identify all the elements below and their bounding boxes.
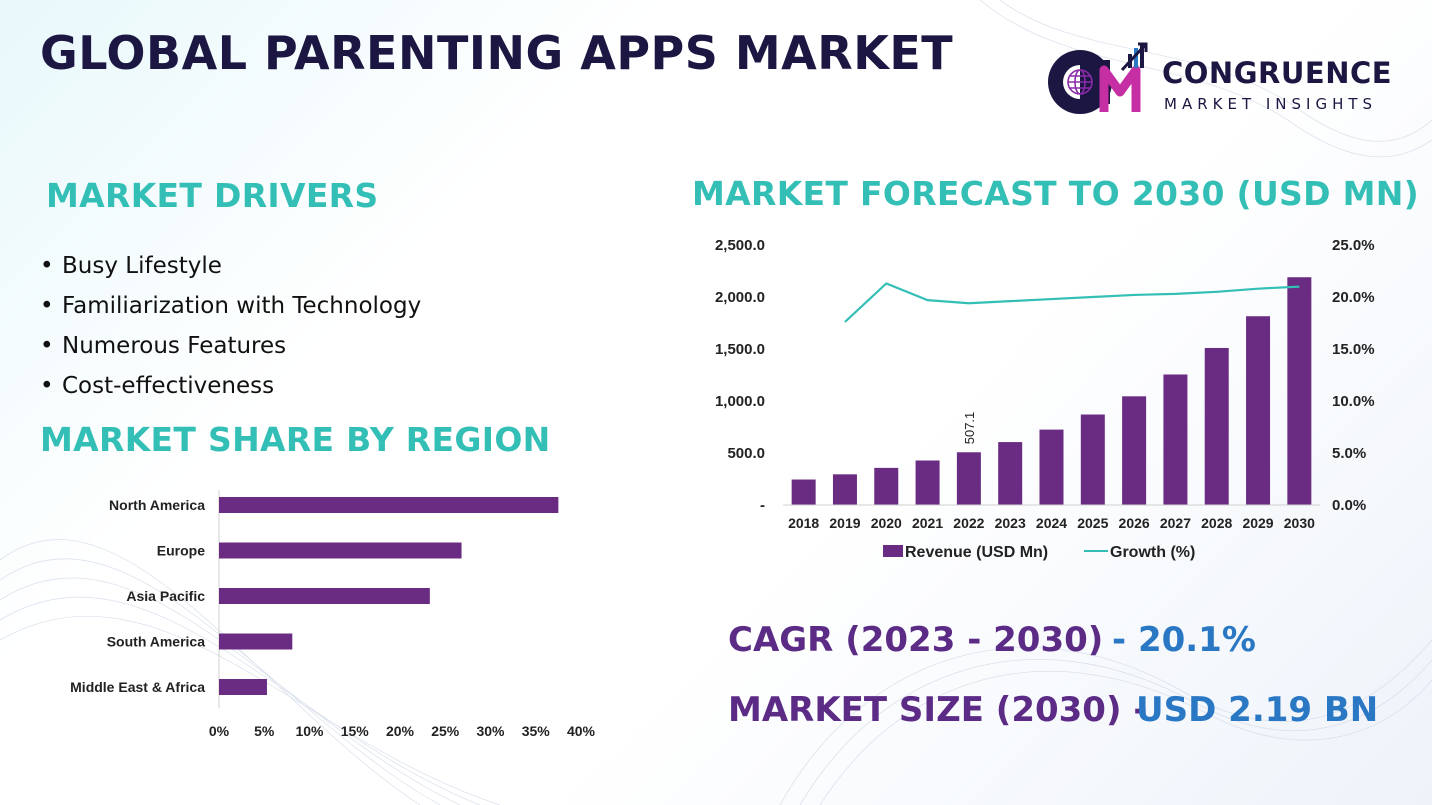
region-category-label: Asia Pacific — [126, 588, 205, 604]
forecast-heading: MARKET FORECAST TO 2030 (USD MN) — [692, 174, 1420, 213]
x-tick-label: 2027 — [1160, 515, 1191, 531]
region-category-label: North America — [109, 497, 205, 513]
revenue-bar — [832, 474, 857, 505]
drivers-list: • Busy Lifestyle • Familiarization with Te… — [40, 250, 421, 410]
revenue-bar — [1080, 414, 1105, 505]
market-size-label: MARKET SIZE (2030) - — [728, 690, 1148, 730]
y-right-tick-label: 15.0% — [1332, 341, 1375, 358]
region-share-chart: North America Europe Asia Pacific South Ame… — [70, 490, 596, 739]
region-bar — [219, 633, 293, 650]
driver-item: • Cost-effectiveness — [40, 373, 275, 399]
revenue-bar — [1287, 277, 1312, 505]
x-tick-label: 2021 — [912, 515, 943, 531]
x-tick-label: 2026 — [1119, 515, 1150, 531]
region-heading: MARKET SHARE BY REGION — [40, 420, 551, 459]
revenue-bar — [956, 452, 981, 505]
driver-item: • Familiarization with Technology — [40, 293, 422, 319]
brand-logo: CONGRUENCE MARKET INSIGHTS — [1046, 40, 1396, 120]
x-tick-label: 2030 — [1284, 515, 1315, 531]
y-right-tick-label: 5.0% — [1332, 445, 1366, 462]
x-tick-label: 2024 — [1036, 515, 1067, 531]
region-x-tick-label: 10% — [295, 723, 324, 739]
x-tick-label: 2028 — [1201, 515, 1232, 531]
region-x-tick-label: 40% — [567, 723, 596, 739]
region-x-tick-label: 0% — [209, 723, 230, 739]
logo-mark — [1048, 42, 1148, 114]
x-tick-label: 2025 — [1077, 515, 1108, 531]
region-x-tick-label: 5% — [254, 723, 275, 739]
y-right-tick-label: 0.0% — [1332, 497, 1366, 514]
legend-swatch-revenue — [883, 545, 903, 557]
x-tick-label: 2018 — [788, 515, 819, 531]
x-tick-label: 2023 — [995, 515, 1026, 531]
page-title: GLOBAL PARENTING APPS MARKET — [40, 26, 954, 80]
region-category-label: Europe — [157, 543, 205, 559]
y-left-tick-label: 2,500.0 — [715, 237, 765, 254]
logo-tagline: MARKET INSIGHTS — [1164, 95, 1378, 113]
region-x-tick-label: 30% — [476, 723, 505, 739]
cagr-value: - 20.1% — [1112, 620, 1256, 660]
region-x-tick-label: 20% — [386, 723, 415, 739]
x-tick-label: 2022 — [953, 515, 984, 531]
forecast-chart: - 500.0 1,000.0 1,500.0 2,000.0 2,500.0 0.0% 5.… — [715, 237, 1375, 561]
globe-icon — [1067, 69, 1093, 95]
legend-label-growth: Growth (%) — [1110, 544, 1195, 561]
y-right-tick-label: 10.0% — [1332, 393, 1375, 410]
driver-label: Familiarization with Technology — [62, 293, 422, 319]
revenue-bar — [1122, 396, 1147, 505]
y-left-tick-label: 1,000.0 — [715, 393, 765, 410]
revenue-bar — [998, 442, 1023, 505]
driver-item: • Numerous Features — [40, 333, 287, 359]
y-left-tick-label: - — [760, 497, 765, 514]
x-tick-label: 2020 — [871, 515, 902, 531]
data-label: 507.1 — [962, 412, 977, 445]
revenue-bar — [915, 460, 940, 505]
revenue-bar — [1246, 316, 1271, 505]
x-tick-label: 2029 — [1242, 515, 1273, 531]
region-bar — [219, 542, 462, 559]
y-left-tick-label: 1,500.0 — [715, 341, 765, 358]
region-category-label: Middle East & Africa — [70, 679, 205, 695]
cagr-label: CAGR (2023 - 2030) — [728, 620, 1104, 660]
revenue-bar — [1163, 374, 1188, 505]
region-x-tick-label: 25% — [431, 723, 460, 739]
region-x-tick-label: 35% — [522, 723, 551, 739]
y-left-tick-label: 500.0 — [727, 445, 765, 462]
region-x-tick-label: 15% — [341, 723, 370, 739]
market-size-value: USD 2.19 BN — [1136, 690, 1379, 730]
drivers-heading: MARKET DRIVERS — [46, 176, 379, 215]
region-bar — [219, 679, 267, 695]
region-bar — [219, 497, 559, 513]
x-tick-label: 2019 — [829, 515, 860, 531]
logo-wordmark: CONGRUENCE — [1162, 56, 1393, 90]
y-left-tick-label: 2,000.0 — [715, 289, 765, 306]
driver-item: • Busy Lifestyle — [40, 253, 222, 279]
revenue-bar — [1204, 347, 1229, 505]
region-bar — [219, 588, 430, 604]
driver-label: Busy Lifestyle — [62, 253, 222, 279]
driver-label: Cost-effectiveness — [62, 373, 275, 399]
legend-label-revenue: Revenue (USD Mn) — [905, 544, 1048, 561]
revenue-bar — [791, 479, 816, 505]
revenue-bar — [874, 467, 899, 505]
driver-label: Numerous Features — [62, 333, 287, 359]
y-right-tick-label: 20.0% — [1332, 289, 1375, 306]
revenue-bar — [1039, 429, 1064, 505]
growth-line — [844, 282, 1300, 323]
y-right-tick-label: 25.0% — [1332, 237, 1375, 254]
region-category-label: South America — [107, 634, 205, 650]
